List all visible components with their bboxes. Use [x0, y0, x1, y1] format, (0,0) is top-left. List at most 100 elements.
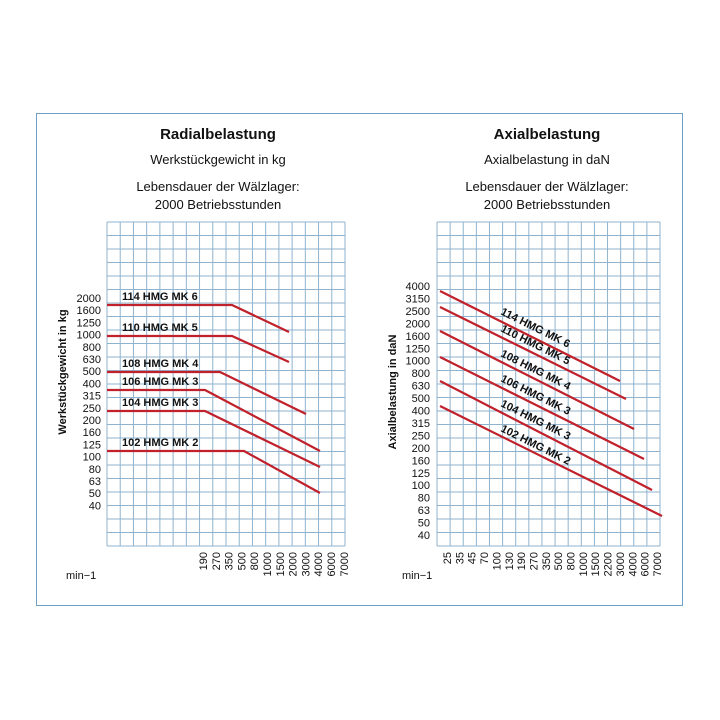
axial-y-tick-label: 2500	[406, 306, 430, 318]
axial-y-tick-label: 630	[412, 381, 430, 393]
axial-y-tick-label: 250	[412, 430, 430, 442]
radial-series-line-1	[107, 303, 290, 333]
radial-x-tick-label: 1500	[275, 552, 287, 576]
axial-x-tick-label: 800	[566, 552, 578, 570]
radial-series-line-5	[107, 409, 321, 468]
radial-y-tick-label: 800	[83, 342, 101, 354]
axial-chart-title: Axialbelastung	[494, 126, 601, 143]
radial-series-label-1: 114 HMG MK 6	[122, 291, 198, 303]
radial-y-tick-label: 125	[83, 439, 101, 451]
radial-y-tick-label: 315	[83, 391, 101, 403]
axial-x-tick-label: 35	[454, 552, 466, 564]
radial-y-tick-label: 2000	[77, 293, 101, 305]
radial-series-line-6	[107, 449, 321, 494]
radial-y-tick-label: 200	[83, 415, 101, 427]
radial-x-tick-label: 270	[211, 552, 223, 570]
radial-x-tick-label: 190	[198, 552, 210, 570]
axial-chart-note-line2: 2000 Betriebsstunden	[484, 197, 610, 212]
axial-x-tick-label: 4000	[627, 552, 639, 576]
axial-y-tick-label: 80	[418, 493, 430, 505]
axial-series-line-6	[439, 405, 663, 517]
axial-y-tick-label: 800	[412, 368, 430, 380]
radial-x-tick-label: 2000	[288, 552, 300, 576]
axial-x-tick-label: 270	[528, 552, 540, 570]
axial-x-tick-label: 45	[467, 552, 479, 564]
radial-series-label-5: 104 HMG MK 3	[122, 397, 198, 409]
axial-y-tick-label: 63	[418, 505, 430, 517]
axial-x-tick-label: 70	[479, 552, 491, 564]
axial-y-tick-label: 160	[412, 455, 430, 467]
axial-x-tick-label: 2200	[603, 552, 615, 576]
radial-x-axis-label: min−1	[66, 570, 96, 582]
axial-x-axis-label: min−1	[402, 570, 432, 582]
radial-y-tick-label: 50	[89, 488, 101, 500]
radial-x-tick-label: 1000	[262, 552, 274, 576]
radial-chart-title: Radialbelastung	[160, 126, 276, 143]
axial-y-tick-label: 40	[418, 530, 430, 542]
axial-y-axis-label: Axialbelastung in daN	[387, 334, 399, 449]
radial-x-tick-label: 6000	[326, 552, 338, 576]
axial-y-tick-label: 4000	[406, 281, 430, 293]
radial-series-line-3	[107, 370, 307, 415]
axial-y-tick-label: 2000	[406, 318, 430, 330]
axial-y-tick-label: 1250	[406, 343, 430, 355]
axial-x-tick-label: 7000	[652, 552, 664, 576]
radial-y-tick-label: 1250	[77, 317, 101, 329]
axial-series-line-2	[439, 306, 627, 400]
axial-y-tick-label: 100	[412, 480, 430, 492]
radial-series-label-2: 110 HMG MK 5	[122, 322, 198, 334]
axial-y-tick-label: 400	[412, 406, 430, 418]
radial-x-tick-label: 500	[236, 552, 248, 570]
radial-series-label-3: 108 HMG MK 4	[122, 358, 199, 370]
axial-series-line-5	[439, 380, 653, 491]
radial-x-tick-label: 800	[249, 552, 261, 570]
axial-x-tick-label: 100	[491, 552, 503, 570]
radial-chart-note-line2: 2000 Betriebsstunden	[155, 197, 281, 212]
radial-y-tick-label: 63	[89, 476, 101, 488]
axial-x-tick-label: 500	[553, 552, 565, 570]
radial-y-tick-label: 400	[83, 378, 101, 390]
radial-series-label-6: 102 HMG MK 2	[122, 437, 198, 449]
axial-y-tick-label: 500	[412, 393, 430, 405]
axial-y-tick-label: 3150	[406, 293, 430, 305]
axial-x-tick-label: 1000	[578, 552, 590, 576]
radial-y-tick-label: 100	[83, 452, 101, 464]
axial-chart-subtitle: Axialbelastung in daN	[484, 152, 610, 167]
radial-series-line-4	[107, 388, 321, 452]
axial-y-tick-label: 50	[418, 518, 430, 530]
radial-x-tick-label: 7000	[339, 552, 351, 576]
axial-x-tick-label: 1500	[590, 552, 602, 576]
radial-chart-note-line1: Lebensdauer der Wälzlager:	[136, 179, 299, 194]
axial-x-tick-label: 350	[541, 552, 553, 570]
radial-x-tick-label: 3000	[300, 552, 312, 576]
axial-x-tick-label: 6000	[640, 552, 652, 576]
axial-series-line-3	[439, 330, 635, 430]
radial-series-label-4: 106 HMG MK 3	[122, 376, 198, 388]
radial-chart-subtitle: Werkstückgewicht in kg	[150, 152, 286, 167]
radial-y-tick-label: 630	[83, 354, 101, 366]
radial-y-axis-label: Werkstückgewicht in kg	[57, 309, 69, 434]
radial-y-tick-label: 80	[89, 464, 101, 476]
axial-x-tick-label: 25	[442, 552, 454, 564]
axial-x-tick-label: 190	[516, 552, 528, 570]
axial-y-tick-label: 1600	[406, 331, 430, 343]
radial-y-tick-label: 160	[83, 427, 101, 439]
axial-y-tick-label: 1000	[406, 356, 430, 368]
radial-series-line-2	[107, 334, 290, 364]
radial-x-tick-label: 4000	[313, 552, 325, 576]
axial-x-tick-label: 3000	[615, 552, 627, 576]
radial-y-tick-label: 500	[83, 366, 101, 378]
axial-y-tick-label: 200	[412, 443, 430, 455]
axial-series-line-4	[439, 356, 645, 460]
axial-x-tick-label: 130	[504, 552, 516, 570]
radial-y-tick-label: 250	[83, 403, 101, 415]
radial-x-tick-label: 350	[224, 552, 236, 570]
chart-frame	[36, 113, 683, 606]
axial-series-line-1	[439, 290, 621, 382]
axial-y-tick-label: 125	[412, 468, 430, 480]
axial-chart-note-line1: Lebensdauer der Wälzlager:	[465, 179, 628, 194]
radial-y-tick-label: 1000	[77, 330, 101, 342]
radial-y-tick-label: 1600	[77, 305, 101, 317]
radial-y-tick-label: 40	[89, 500, 101, 512]
